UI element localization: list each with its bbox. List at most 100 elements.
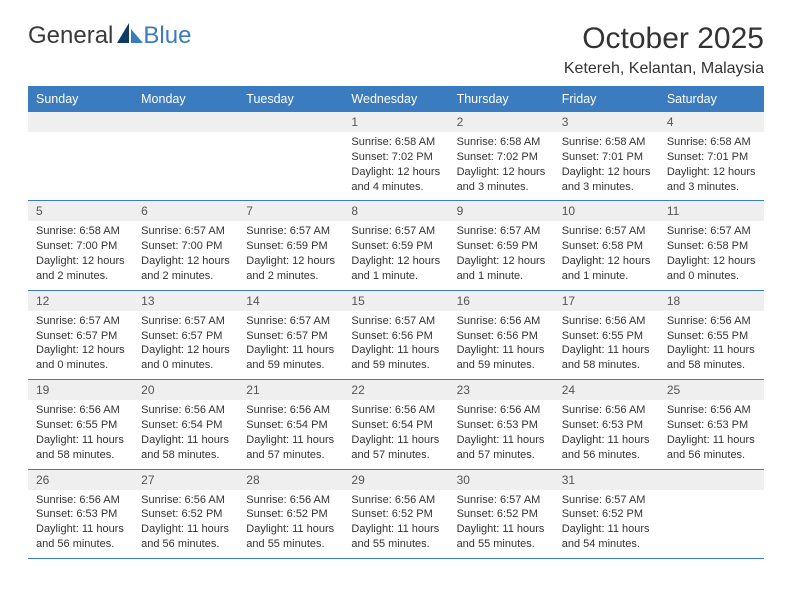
day-cell: 21Sunrise: 6:56 AMSunset: 6:54 PMDayligh… <box>238 380 343 469</box>
day-cell: 18Sunrise: 6:56 AMSunset: 6:55 PMDayligh… <box>659 290 764 379</box>
day-number <box>28 112 133 132</box>
daylight-text: Daylight: 11 hours and 59 minutes. <box>351 343 440 373</box>
day-details: Sunrise: 6:57 AMSunset: 6:58 PMDaylight:… <box>554 221 659 289</box>
day-number: 19 <box>28 380 133 400</box>
day-header: Tuesday <box>238 86 343 112</box>
sunset-text: Sunset: 6:53 PM <box>36 507 125 522</box>
day-number: 22 <box>343 380 448 400</box>
sunset-text: Sunset: 6:59 PM <box>457 239 546 254</box>
sunset-text: Sunset: 7:01 PM <box>667 150 756 165</box>
sunrise-text: Sunrise: 6:56 AM <box>562 403 651 418</box>
day-number: 6 <box>133 201 238 221</box>
daylight-text: Daylight: 12 hours and 3 minutes. <box>667 165 756 195</box>
sunrise-text: Sunrise: 6:57 AM <box>667 224 756 239</box>
day-details <box>238 132 343 141</box>
header: General Blue October 2025 Ketereh, Kelan… <box>28 22 764 78</box>
daylight-text: Daylight: 12 hours and 2 minutes. <box>246 254 335 284</box>
day-cell: 15Sunrise: 6:57 AMSunset: 6:56 PMDayligh… <box>343 290 448 379</box>
day-header: Sunday <box>28 86 133 112</box>
day-number: 5 <box>28 201 133 221</box>
sunset-text: Sunset: 6:57 PM <box>246 329 335 344</box>
daylight-text: Daylight: 11 hours and 54 minutes. <box>562 522 651 552</box>
day-cell: 10Sunrise: 6:57 AMSunset: 6:58 PMDayligh… <box>554 201 659 290</box>
sunset-text: Sunset: 6:59 PM <box>351 239 440 254</box>
day-cell: 23Sunrise: 6:56 AMSunset: 6:53 PMDayligh… <box>449 380 554 469</box>
daylight-text: Daylight: 11 hours and 55 minutes. <box>246 522 335 552</box>
sunrise-text: Sunrise: 6:57 AM <box>141 314 230 329</box>
daylight-text: Daylight: 11 hours and 57 minutes. <box>351 433 440 463</box>
daylight-text: Daylight: 11 hours and 56 minutes. <box>141 522 230 552</box>
sunset-text: Sunset: 7:01 PM <box>562 150 651 165</box>
daylight-text: Daylight: 12 hours and 0 minutes. <box>141 343 230 373</box>
logo: General Blue <box>28 22 191 50</box>
sunset-text: Sunset: 7:00 PM <box>36 239 125 254</box>
month-title: October 2025 <box>564 22 764 56</box>
day-details: Sunrise: 6:57 AMSunset: 6:59 PMDaylight:… <box>343 221 448 289</box>
day-details: Sunrise: 6:56 AMSunset: 6:52 PMDaylight:… <box>238 490 343 558</box>
sunrise-text: Sunrise: 6:57 AM <box>351 224 440 239</box>
day-details: Sunrise: 6:57 AMSunset: 6:57 PMDaylight:… <box>238 311 343 379</box>
day-number <box>659 470 764 490</box>
day-number: 17 <box>554 291 659 311</box>
sunrise-text: Sunrise: 6:56 AM <box>141 403 230 418</box>
sunset-text: Sunset: 6:52 PM <box>246 507 335 522</box>
sunset-text: Sunset: 6:59 PM <box>246 239 335 254</box>
sunrise-text: Sunrise: 6:57 AM <box>457 493 546 508</box>
day-cell: 14Sunrise: 6:57 AMSunset: 6:57 PMDayligh… <box>238 290 343 379</box>
day-header: Saturday <box>659 86 764 112</box>
daylight-text: Daylight: 11 hours and 57 minutes. <box>457 433 546 463</box>
day-number: 15 <box>343 291 448 311</box>
daylight-text: Daylight: 12 hours and 2 minutes. <box>36 254 125 284</box>
daylight-text: Daylight: 11 hours and 56 minutes. <box>667 433 756 463</box>
day-cell: 13Sunrise: 6:57 AMSunset: 6:57 PMDayligh… <box>133 290 238 379</box>
sunset-text: Sunset: 6:54 PM <box>246 418 335 433</box>
day-number: 12 <box>28 291 133 311</box>
day-header: Thursday <box>449 86 554 112</box>
day-details: Sunrise: 6:56 AMSunset: 6:54 PMDaylight:… <box>133 400 238 468</box>
day-cell <box>133 112 238 201</box>
daylight-text: Daylight: 11 hours and 58 minutes. <box>562 343 651 373</box>
day-number: 3 <box>554 112 659 132</box>
calendar-page: General Blue October 2025 Ketereh, Kelan… <box>0 0 792 581</box>
day-details: Sunrise: 6:57 AMSunset: 6:56 PMDaylight:… <box>343 311 448 379</box>
daylight-text: Daylight: 12 hours and 4 minutes. <box>351 165 440 195</box>
sunrise-text: Sunrise: 6:57 AM <box>562 224 651 239</box>
day-cell: 6Sunrise: 6:57 AMSunset: 7:00 PMDaylight… <box>133 201 238 290</box>
day-number: 21 <box>238 380 343 400</box>
sunrise-text: Sunrise: 6:56 AM <box>667 314 756 329</box>
sunrise-text: Sunrise: 6:56 AM <box>246 493 335 508</box>
day-details: Sunrise: 6:56 AMSunset: 6:54 PMDaylight:… <box>238 400 343 468</box>
day-number <box>238 112 343 132</box>
day-number: 13 <box>133 291 238 311</box>
sunrise-text: Sunrise: 6:56 AM <box>246 403 335 418</box>
sunset-text: Sunset: 6:55 PM <box>562 329 651 344</box>
day-cell: 26Sunrise: 6:56 AMSunset: 6:53 PMDayligh… <box>28 469 133 558</box>
day-details: Sunrise: 6:57 AMSunset: 7:00 PMDaylight:… <box>133 221 238 289</box>
day-details: Sunrise: 6:58 AMSunset: 7:02 PMDaylight:… <box>449 132 554 200</box>
daylight-text: Daylight: 12 hours and 2 minutes. <box>141 254 230 284</box>
daylight-text: Daylight: 11 hours and 58 minutes. <box>667 343 756 373</box>
daylight-text: Daylight: 11 hours and 58 minutes. <box>36 433 125 463</box>
day-header: Wednesday <box>343 86 448 112</box>
sunrise-text: Sunrise: 6:56 AM <box>351 403 440 418</box>
daylight-text: Daylight: 11 hours and 55 minutes. <box>351 522 440 552</box>
week-row: 12Sunrise: 6:57 AMSunset: 6:57 PMDayligh… <box>28 290 764 379</box>
day-details: Sunrise: 6:57 AMSunset: 6:59 PMDaylight:… <box>449 221 554 289</box>
day-cell: 9Sunrise: 6:57 AMSunset: 6:59 PMDaylight… <box>449 201 554 290</box>
daylight-text: Daylight: 12 hours and 1 minute. <box>351 254 440 284</box>
sunset-text: Sunset: 6:56 PM <box>457 329 546 344</box>
day-number: 23 <box>449 380 554 400</box>
sunset-text: Sunset: 6:57 PM <box>141 329 230 344</box>
daylight-text: Daylight: 11 hours and 56 minutes. <box>36 522 125 552</box>
daylight-text: Daylight: 11 hours and 59 minutes. <box>246 343 335 373</box>
day-cell <box>659 469 764 558</box>
sunrise-text: Sunrise: 6:58 AM <box>36 224 125 239</box>
day-cell: 12Sunrise: 6:57 AMSunset: 6:57 PMDayligh… <box>28 290 133 379</box>
day-details: Sunrise: 6:57 AMSunset: 6:57 PMDaylight:… <box>133 311 238 379</box>
day-number <box>133 112 238 132</box>
sunrise-text: Sunrise: 6:57 AM <box>562 493 651 508</box>
sunrise-text: Sunrise: 6:58 AM <box>667 135 756 150</box>
logo-text-general: General <box>28 22 113 50</box>
daylight-text: Daylight: 12 hours and 0 minutes. <box>36 343 125 373</box>
day-details: Sunrise: 6:58 AMSunset: 7:01 PMDaylight:… <box>554 132 659 200</box>
